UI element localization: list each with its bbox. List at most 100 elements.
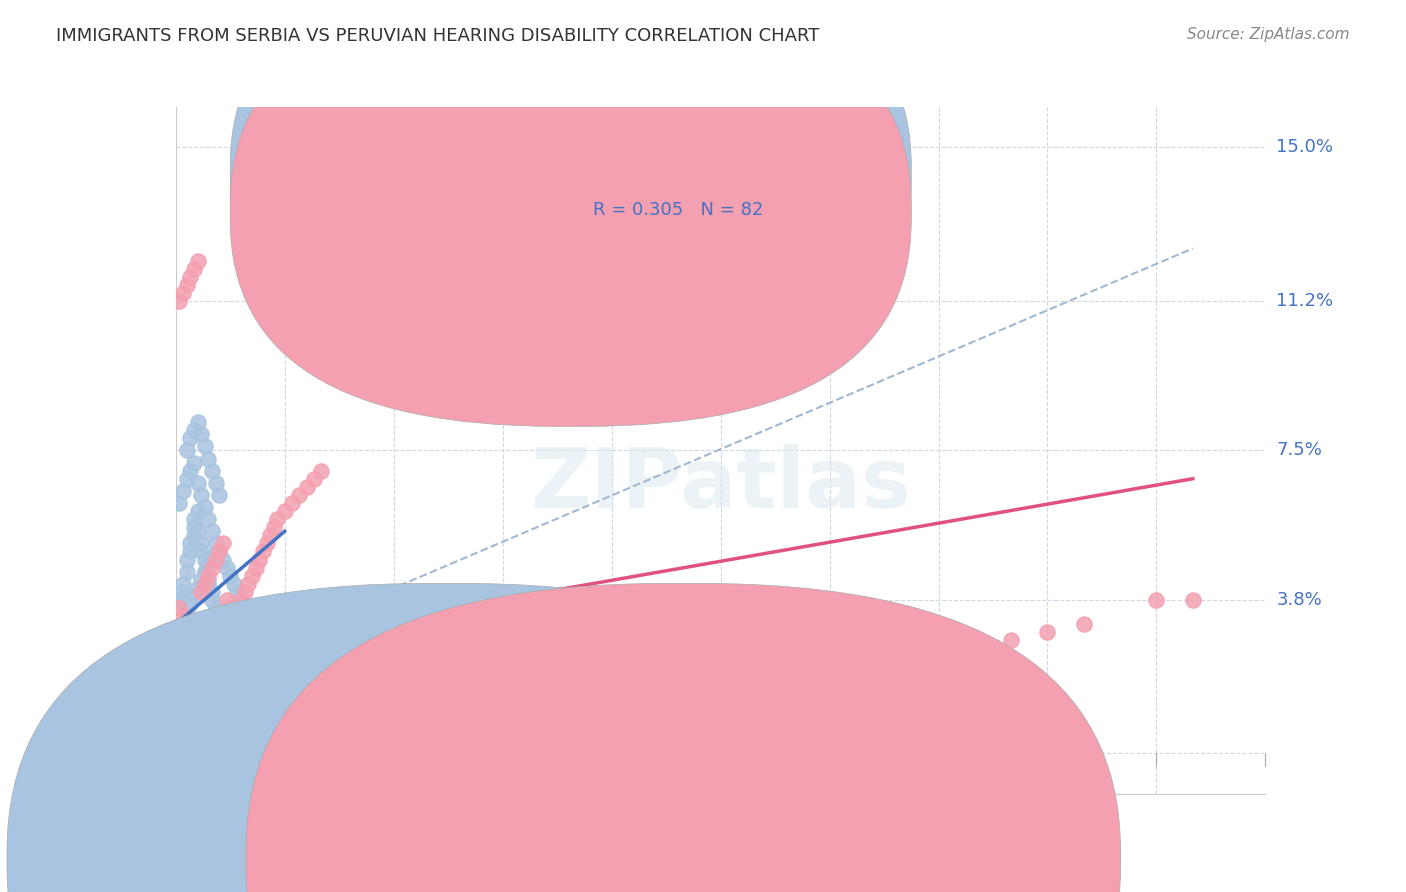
Point: [197, 557, 219, 571]
Point: [204, 601, 226, 615]
Point: [179, 625, 201, 640]
Point: [474, 714, 496, 728]
Text: Immigrants from Serbia: Immigrants from Serbia: [436, 838, 633, 856]
Point: [309, 464, 332, 478]
Point: [963, 641, 986, 656]
Point: [194, 439, 217, 453]
Point: [437, 698, 460, 712]
Point: [186, 253, 209, 268]
Point: [492, 723, 515, 737]
Point: [233, 585, 256, 599]
Point: [1181, 593, 1204, 607]
Point: [201, 560, 224, 574]
Point: [194, 552, 217, 566]
Point: [186, 524, 209, 539]
Point: [637, 714, 659, 728]
Point: [219, 568, 242, 582]
Text: Source: ZipAtlas.com: Source: ZipAtlas.com: [1187, 27, 1350, 42]
Point: [204, 536, 226, 550]
Point: [382, 673, 405, 688]
Point: [204, 681, 226, 696]
Point: [263, 520, 285, 534]
Point: [238, 576, 260, 591]
Point: [215, 560, 238, 574]
Point: [318, 625, 340, 640]
Point: [222, 609, 245, 624]
Point: [201, 524, 224, 539]
Point: [183, 520, 205, 534]
Point: [204, 552, 226, 566]
Point: [197, 665, 219, 680]
Point: [231, 673, 253, 688]
Point: [172, 585, 194, 599]
Point: [179, 544, 201, 558]
Point: [179, 536, 201, 550]
Point: [208, 690, 231, 704]
FancyBboxPatch shape: [231, 0, 911, 426]
Point: [190, 544, 212, 558]
Text: R = 0.232   N = 79: R = 0.232 N = 79: [593, 160, 763, 178]
Point: [245, 706, 267, 720]
Point: [222, 657, 245, 672]
Point: [176, 472, 198, 486]
Point: [183, 633, 205, 648]
Point: [1036, 625, 1059, 640]
Point: [212, 698, 235, 712]
Point: [219, 617, 242, 632]
Point: [194, 565, 217, 579]
Point: [1073, 617, 1095, 632]
Point: [745, 690, 768, 704]
Point: [818, 673, 841, 688]
Point: [169, 593, 191, 607]
Point: [194, 576, 217, 591]
Point: [186, 475, 209, 490]
Point: [201, 593, 224, 607]
Point: [238, 609, 260, 624]
Point: [263, 723, 285, 737]
Point: [190, 427, 212, 442]
Point: [215, 641, 238, 656]
Point: [208, 617, 231, 632]
Point: [1146, 593, 1168, 607]
Point: [176, 605, 198, 619]
Point: [332, 641, 354, 656]
Point: [364, 665, 387, 680]
Point: [564, 731, 586, 745]
Point: [302, 472, 325, 486]
Point: [215, 593, 238, 607]
Point: [186, 415, 209, 429]
Point: [201, 673, 224, 688]
Point: [247, 552, 270, 566]
Point: [176, 617, 198, 632]
Text: Peruvians: Peruvians: [690, 838, 772, 856]
Point: [208, 544, 231, 558]
Point: [240, 698, 263, 712]
Point: [233, 681, 256, 696]
Point: [179, 597, 201, 611]
Point: [710, 698, 733, 712]
Point: [169, 601, 191, 615]
Point: [183, 456, 205, 470]
Point: [186, 581, 209, 595]
Point: [197, 568, 219, 582]
Point: [172, 617, 194, 632]
Point: [219, 601, 242, 615]
Point: [222, 609, 245, 624]
Point: [226, 585, 249, 599]
Point: [1000, 633, 1022, 648]
Point: [194, 565, 217, 579]
Point: [208, 544, 231, 558]
Point: [231, 593, 253, 607]
Text: 15.0%: 15.0%: [1277, 138, 1333, 156]
Point: [201, 549, 224, 563]
Point: [183, 589, 205, 603]
Point: [179, 269, 201, 284]
Point: [183, 261, 205, 276]
Point: [176, 443, 198, 458]
Point: [222, 576, 245, 591]
Point: [176, 277, 198, 292]
Point: [219, 649, 242, 664]
Point: [266, 512, 288, 526]
Text: ZIPatlas: ZIPatlas: [530, 444, 911, 525]
Point: [194, 657, 217, 672]
